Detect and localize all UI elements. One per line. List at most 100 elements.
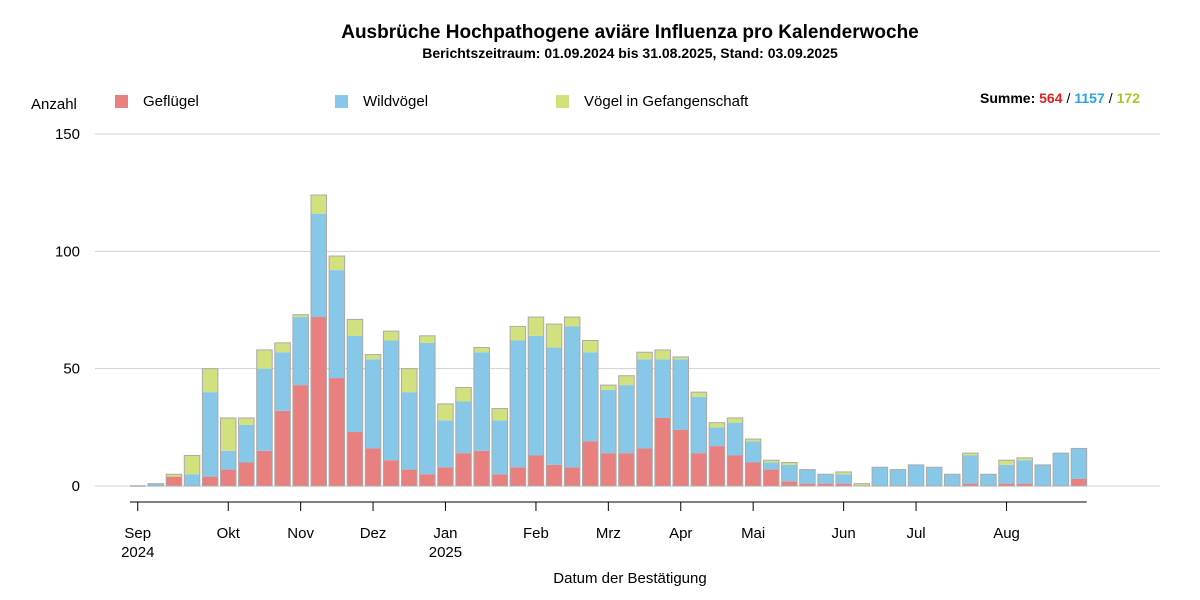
bar-segment — [745, 441, 761, 463]
bar-outline — [183, 454, 201, 487]
legend-item-wildvoegel: Wildvögel — [335, 93, 428, 110]
bar-outline — [364, 354, 382, 487]
bar-segment — [763, 462, 779, 470]
bar-segment — [329, 378, 345, 486]
bar-segment — [311, 317, 327, 486]
legend-label-gefluegel: Geflügel — [143, 93, 199, 110]
bar-outline — [401, 368, 418, 487]
summe-gefluegel: 564 — [1039, 90, 1063, 106]
bar-segment — [962, 483, 979, 486]
bar-outline — [437, 403, 454, 487]
summe-separator: / — [1108, 90, 1113, 106]
legend-item-gefangenschaft: Vögel in Gefangenschaft — [556, 93, 748, 110]
bar-outline — [238, 417, 255, 487]
x-tick-label: Apr — [669, 525, 692, 542]
chart-title: Ausbrüche Hochpathogene aviäre Influenza… — [341, 22, 919, 43]
bar-segment — [256, 450, 273, 486]
bar-segment — [998, 460, 1015, 465]
bar-segment — [202, 368, 218, 393]
bar-segment — [510, 326, 526, 341]
x-tick-label: Okt — [217, 525, 241, 542]
bar-outline — [165, 473, 183, 487]
bar-segment — [202, 476, 218, 486]
bar-outline — [998, 459, 1015, 487]
bar-segment — [926, 467, 942, 486]
legend-item-gefluegel: Geflügel — [115, 93, 199, 110]
bar-segment — [528, 335, 544, 456]
bar-outline — [563, 316, 581, 487]
bar-outline — [1016, 457, 1033, 487]
summe-label: Summe: — [980, 90, 1036, 106]
bar-segment — [618, 375, 635, 386]
bar-segment — [745, 462, 761, 486]
bar-segment — [492, 420, 508, 475]
bar-segment — [455, 453, 472, 486]
bar-segment — [691, 396, 707, 454]
bar-segment — [184, 455, 200, 475]
bar-outline — [1070, 447, 1088, 487]
bar-segment — [998, 483, 1015, 486]
chart-subtitle: Berichtszeitraum: 01.09.2024 bis 31.08.2… — [422, 45, 838, 61]
bar-outline — [582, 340, 599, 487]
summe-total: Summe: 564/1157/172 — [980, 90, 1140, 106]
bar-segment — [1016, 460, 1033, 484]
bar-segment — [890, 469, 906, 486]
bar-segment — [654, 349, 671, 360]
bar-outline — [527, 316, 545, 487]
summe-separator: / — [1066, 90, 1071, 106]
legend-label-gefangenschaft: Vögel in Gefangenschaft — [584, 93, 749, 110]
bar-segment — [401, 469, 417, 486]
bar-segment — [329, 256, 345, 271]
bar-outline — [328, 255, 346, 487]
x-tick-year-label: 2025 — [429, 544, 462, 561]
bar-segment — [419, 342, 436, 475]
bar-segment — [709, 427, 725, 447]
bar-segment — [564, 467, 580, 486]
bar-outline — [618, 375, 635, 487]
bar-outline — [310, 194, 327, 487]
bar-segment — [709, 446, 725, 486]
bar-segment — [419, 474, 436, 486]
bar-segment — [437, 467, 454, 486]
bar-segment — [817, 483, 834, 486]
bar-segment — [582, 340, 598, 353]
legend-swatch-gefangenschaft — [556, 95, 569, 108]
bar-segment — [799, 469, 816, 484]
bar-segment — [781, 464, 798, 482]
bar-segment — [528, 317, 544, 336]
bar-segment — [238, 462, 255, 486]
bar-outline — [455, 386, 472, 487]
bar-segment — [329, 270, 345, 379]
bar-segment — [1016, 457, 1033, 461]
bar-outline — [545, 323, 563, 487]
bar-segment — [962, 455, 979, 484]
bar-segment — [220, 469, 236, 486]
bar-outline — [871, 466, 889, 487]
bar-segment — [962, 453, 979, 456]
bar-segment — [799, 483, 816, 486]
x-tick-label: Jul — [906, 525, 925, 542]
bar-segment — [980, 474, 997, 486]
bar-segment — [455, 401, 472, 454]
bar-segment — [437, 403, 454, 421]
bar-segment — [238, 424, 255, 463]
bar-outline — [509, 325, 527, 487]
bar-segment — [473, 450, 490, 486]
bar-segment — [238, 417, 255, 425]
bar-segment — [564, 317, 580, 327]
bar-segment — [437, 420, 454, 468]
bar-outline — [708, 422, 726, 487]
bar-outline — [817, 473, 834, 487]
summe-wildvoegel: 1157 — [1074, 90, 1105, 106]
bar-outline — [274, 342, 291, 487]
bar-outline — [763, 459, 780, 487]
bar-segment — [835, 471, 852, 475]
x-tick-label: Feb — [523, 525, 549, 542]
bar-segment — [292, 385, 309, 486]
bar-segment — [709, 422, 725, 428]
bar-segment — [455, 387, 472, 402]
bar-segment — [292, 314, 309, 318]
bar-segment — [365, 359, 381, 449]
bar-segment — [492, 408, 508, 421]
